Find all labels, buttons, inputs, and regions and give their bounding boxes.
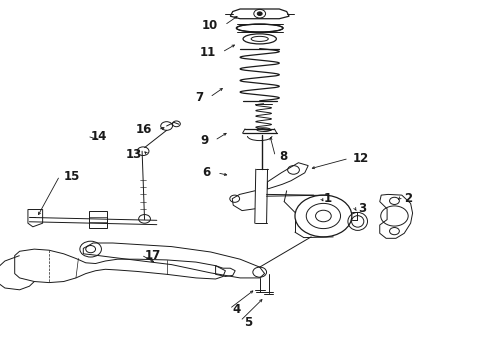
Text: 1: 1: [323, 192, 332, 204]
Text: 4: 4: [233, 303, 241, 316]
Text: 15: 15: [64, 170, 80, 183]
Text: 6: 6: [202, 166, 211, 179]
Text: 12: 12: [353, 152, 369, 165]
Text: 9: 9: [200, 134, 208, 147]
Text: 16: 16: [136, 123, 152, 136]
Text: 7: 7: [195, 91, 203, 104]
Text: 11: 11: [199, 46, 216, 59]
Text: 8: 8: [279, 150, 288, 163]
Text: 3: 3: [358, 202, 366, 215]
Text: 13: 13: [126, 148, 142, 161]
Text: 10: 10: [202, 19, 218, 32]
Text: 17: 17: [145, 249, 161, 262]
Circle shape: [257, 12, 262, 15]
Text: 2: 2: [404, 192, 413, 204]
Text: 14: 14: [91, 130, 107, 143]
Text: 5: 5: [244, 316, 252, 329]
